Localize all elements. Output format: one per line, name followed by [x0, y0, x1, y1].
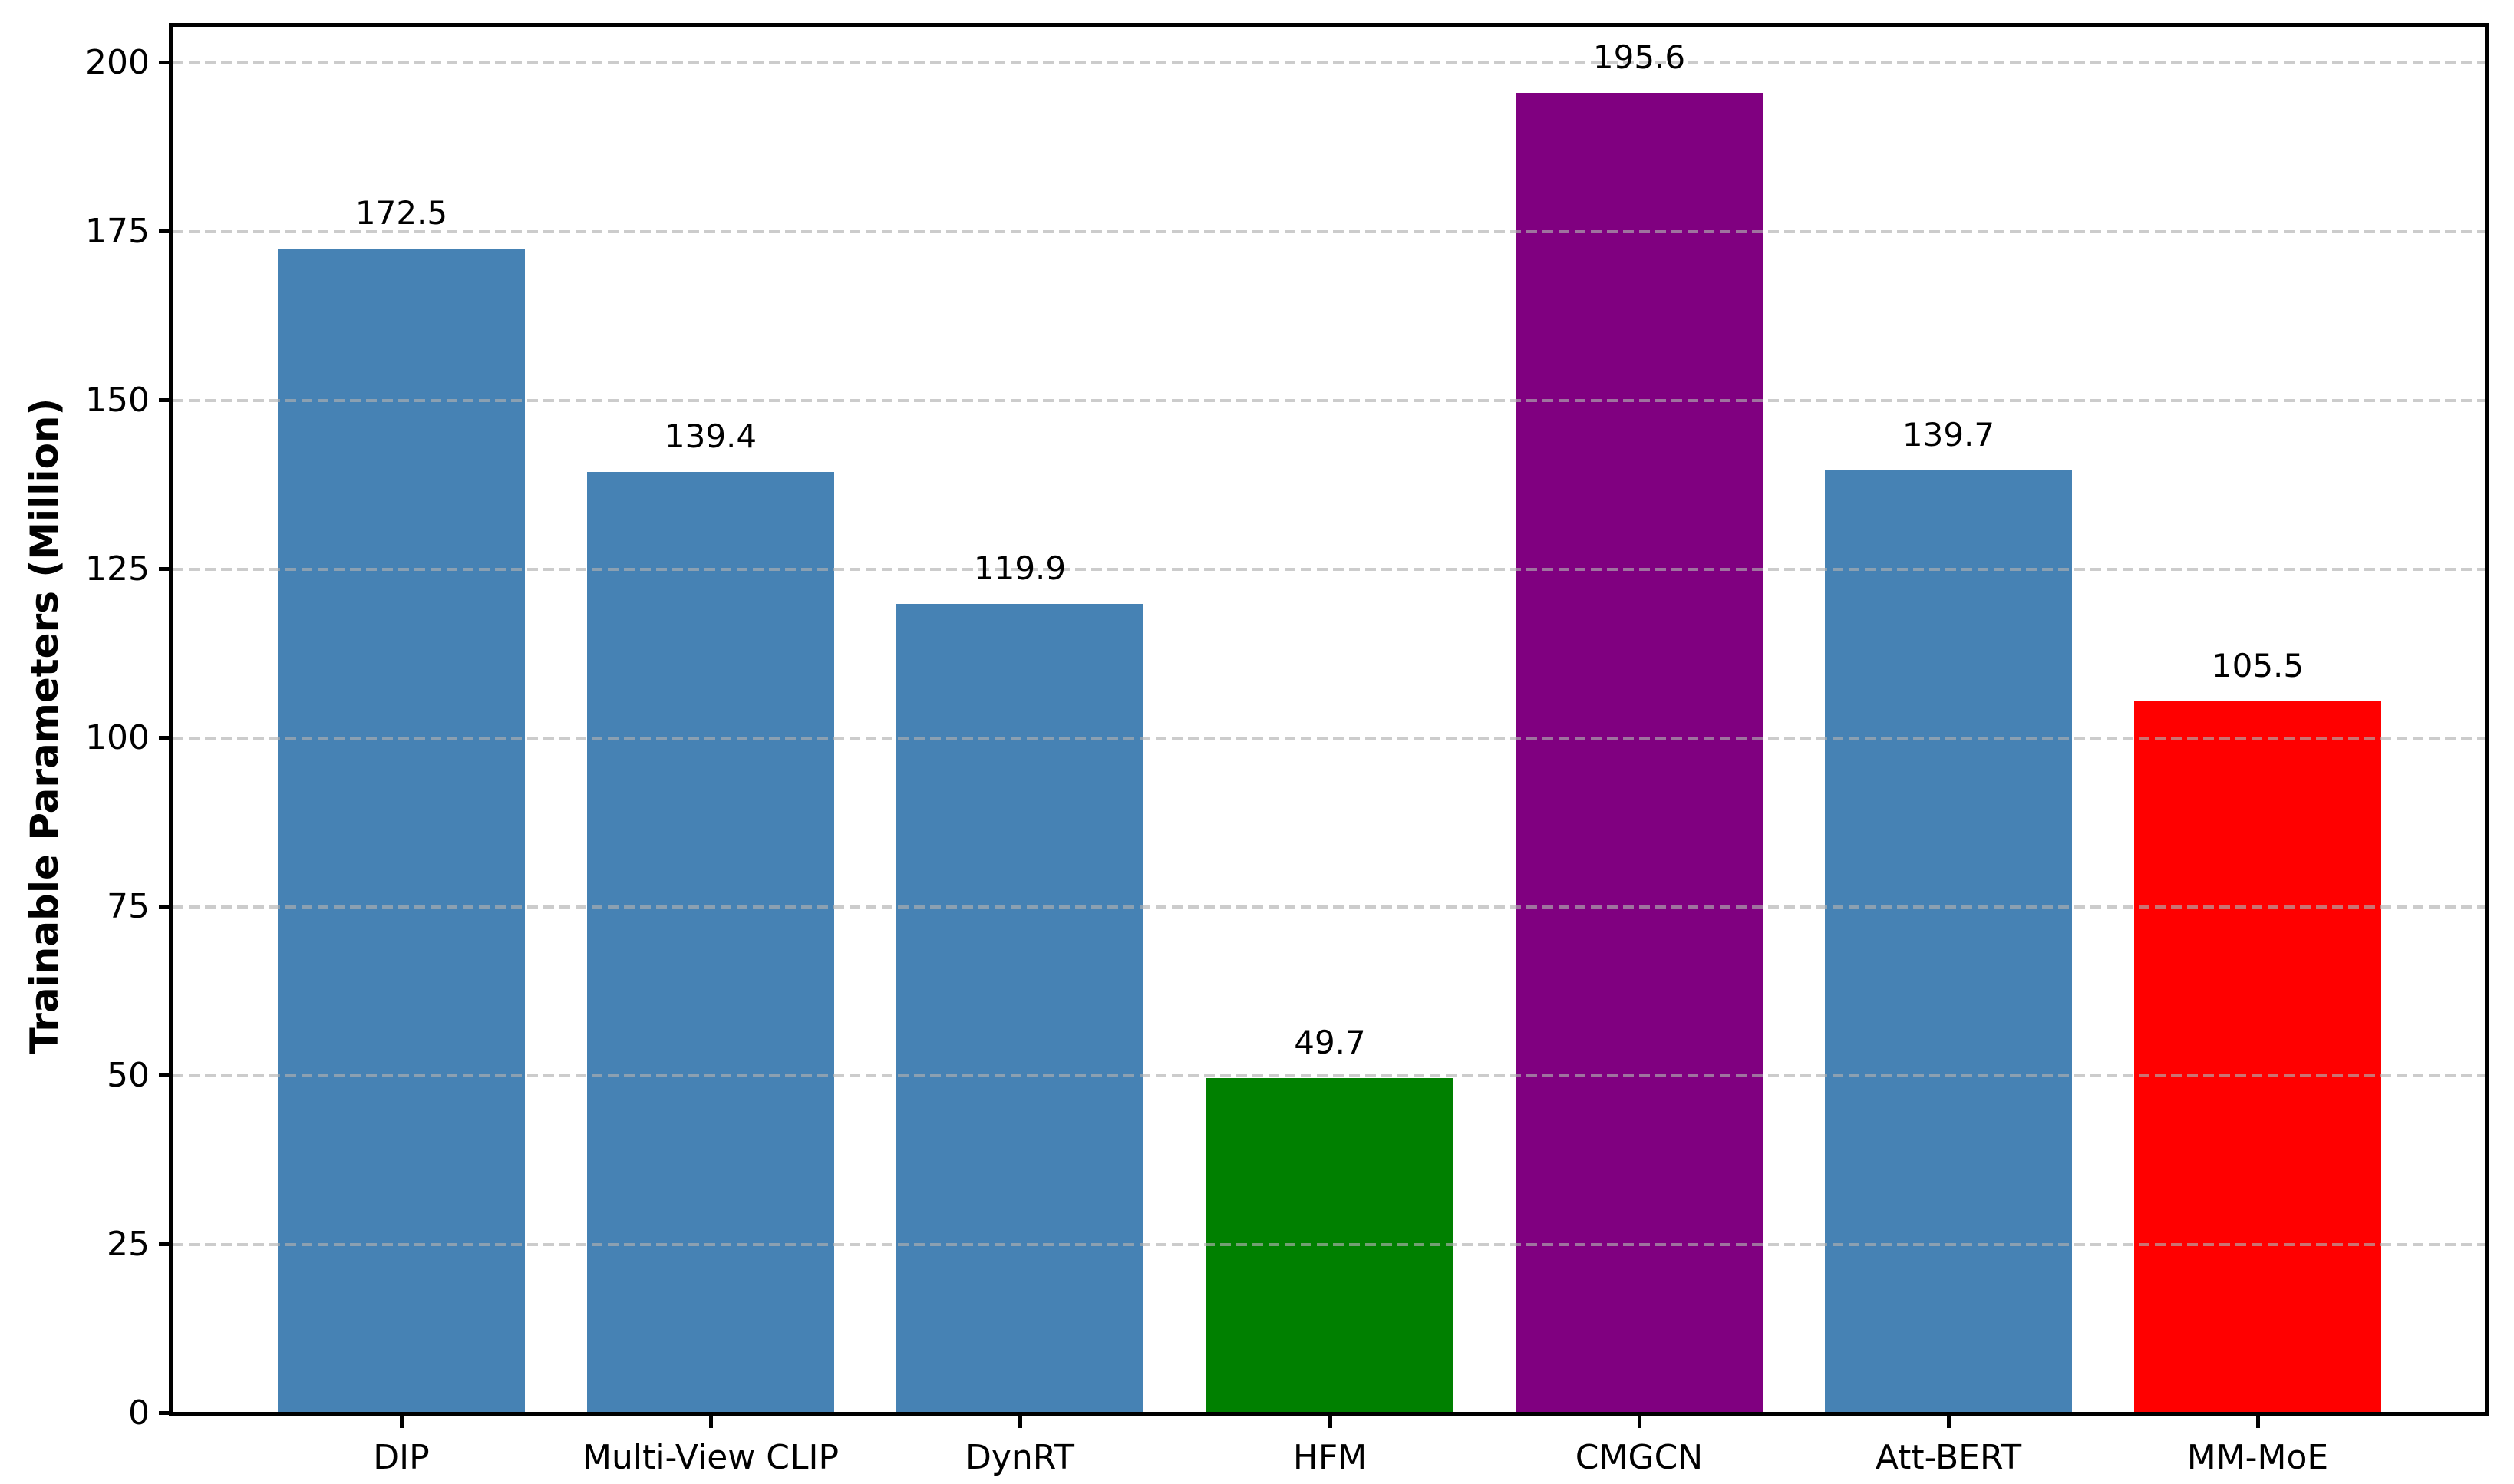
y-tick-mark	[159, 61, 173, 64]
x-tick-mark	[400, 1416, 404, 1428]
y-tick-mark	[159, 398, 173, 402]
y-tick-mark	[159, 1073, 173, 1077]
y-gridline	[173, 1243, 2486, 1246]
bar-value-label: 195.6	[1592, 38, 1686, 76]
x-tick-mark	[1328, 1416, 1332, 1428]
y-tick-mark	[159, 567, 173, 571]
y-gridline	[173, 568, 2486, 571]
y-tick-label: 175	[85, 212, 150, 251]
bar-cmgcn	[1516, 93, 1763, 1415]
bar-dynrt	[896, 604, 1143, 1415]
bar-value-label: 172.5	[355, 194, 448, 232]
x-tick-mark	[1947, 1416, 1951, 1428]
x-tick-label: HFM	[1292, 1438, 1368, 1477]
y-gridline	[173, 399, 2486, 402]
bar-value-label: 105.5	[2211, 647, 2304, 684]
y-gridline	[173, 1074, 2486, 1077]
bar-dip	[278, 249, 525, 1415]
y-tick-label: 75	[107, 887, 150, 926]
y-tick-mark	[159, 736, 173, 740]
y-tick-label: 100	[85, 718, 150, 757]
y-gridline	[173, 905, 2486, 909]
y-gridline	[173, 61, 2486, 64]
x-tick-label: DIP	[373, 1438, 430, 1477]
bar-att-bert	[1825, 470, 2072, 1415]
y-tick-label: 50	[107, 1056, 150, 1095]
x-tick-mark	[1638, 1416, 1641, 1428]
x-tick-label: Multi-View CLIP	[582, 1438, 839, 1477]
x-tick-label: DynRT	[965, 1438, 1075, 1477]
x-tick-label: Att-BERT	[1875, 1438, 2022, 1477]
y-tick-label: 150	[85, 381, 150, 420]
y-tick-mark	[159, 229, 173, 233]
x-tick-label: MM-MoE	[2186, 1438, 2329, 1477]
x-tick-label: CMGCN	[1575, 1438, 1704, 1477]
y-tick-mark	[159, 905, 173, 909]
bar-value-label: 119.9	[973, 549, 1067, 587]
y-tick-label: 0	[128, 1393, 150, 1433]
y-gridline	[173, 230, 2486, 233]
bar-multi-view-clip	[587, 472, 834, 1415]
y-tick-label: 125	[85, 549, 150, 589]
y-tick-label: 25	[107, 1225, 150, 1264]
y-tick-mark	[159, 1242, 173, 1246]
y-gridline	[173, 737, 2486, 740]
x-tick-mark	[709, 1416, 713, 1428]
bar-hfm	[1206, 1078, 1453, 1415]
bar-mm-moe	[2134, 701, 2381, 1415]
y-tick-mark	[159, 1411, 173, 1415]
x-tick-mark	[1018, 1416, 1022, 1428]
bar-value-label: 139.7	[1902, 416, 1995, 453]
y-tick-label: 200	[85, 43, 150, 82]
bar-value-label: 139.4	[664, 417, 757, 455]
bar-value-label: 49.7	[1294, 1024, 1366, 1061]
x-tick-mark	[2256, 1416, 2260, 1428]
